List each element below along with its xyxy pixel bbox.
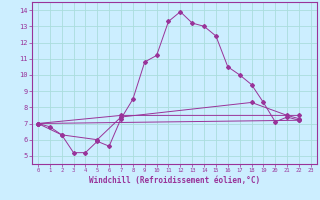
X-axis label: Windchill (Refroidissement éolien,°C): Windchill (Refroidissement éolien,°C) [89,176,260,185]
